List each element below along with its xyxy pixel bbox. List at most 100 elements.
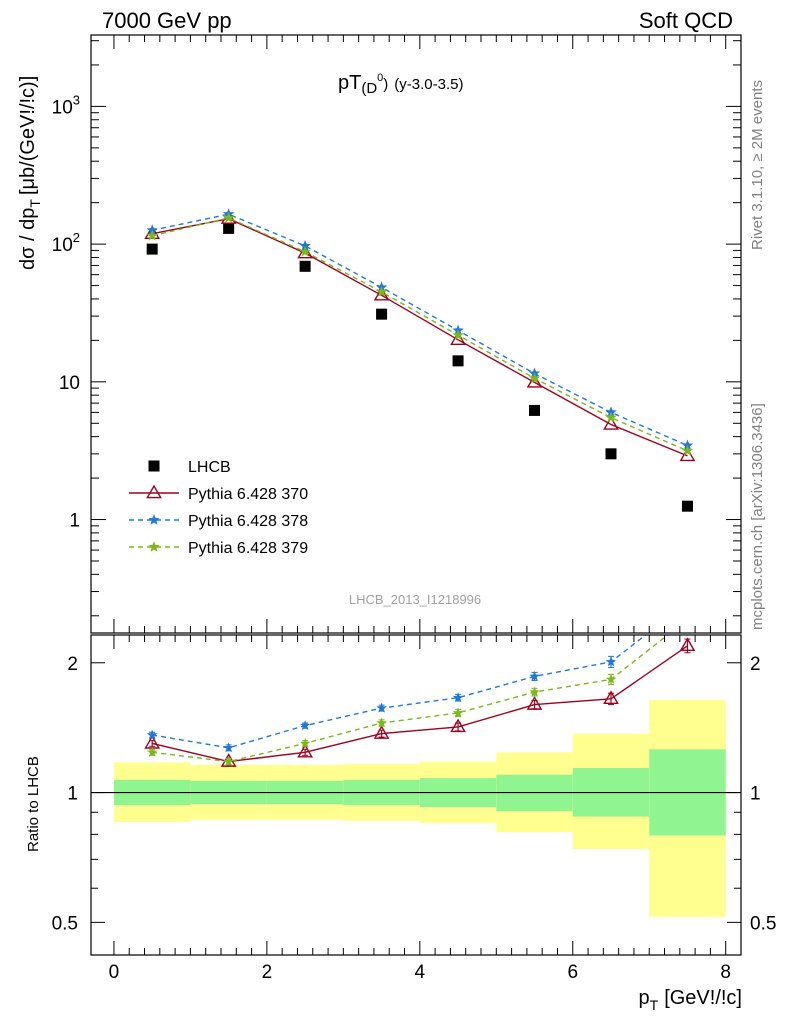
marker-pythia379 bbox=[681, 444, 694, 456]
xlabel: pT [GeV!/!c] bbox=[639, 987, 743, 1013]
marker-pythia370 bbox=[526, 374, 543, 388]
ratio-line-pythia379 bbox=[152, 635, 669, 763]
ratio-marker-pythia379 bbox=[529, 686, 540, 697]
legend-marker-pythia370 bbox=[146, 484, 162, 499]
title-sup: 0 bbox=[377, 72, 383, 84]
lhcb-data-point bbox=[681, 500, 693, 512]
ratio-marker-pythia370 bbox=[526, 696, 543, 710]
upper-ytick-exp: 3 bbox=[73, 92, 80, 107]
ratio-marker-pythia378 bbox=[376, 702, 387, 713]
ratio-marker-pythia379 bbox=[376, 717, 387, 728]
ratio-ytick-label-right: 1 bbox=[750, 784, 761, 805]
upper-ytick-base: 1 bbox=[69, 511, 80, 532]
lhcb-data-point bbox=[605, 448, 617, 460]
ratio-panel: 0.5 0.5 1 1 2 2 0 2 4 6 8 bbox=[52, 597, 776, 983]
marker-pythia370 bbox=[450, 331, 466, 346]
marker-pythia379 bbox=[146, 229, 158, 241]
ratio-marker-pythia378 bbox=[529, 670, 540, 681]
mcplots-source-text: mcplots.cern.ch [arXiv:1306.3436] bbox=[749, 403, 766, 630]
ratio-ytick-label-left: 2 bbox=[67, 654, 78, 675]
marker-pythia379 bbox=[528, 372, 541, 384]
lhcb-data-point bbox=[376, 308, 388, 320]
upper-ytick-base: 10 bbox=[52, 235, 73, 256]
marker-pythia370 bbox=[297, 244, 313, 259]
ratio-marker-pythia378 bbox=[682, 597, 693, 607]
legend-label-pythia378: Pythia 6.428 378 bbox=[188, 513, 308, 530]
lhcb-data-point bbox=[452, 355, 464, 367]
marker-pythia379 bbox=[452, 329, 464, 341]
upper-frame bbox=[90, 34, 742, 634]
upper-ytick-label: 1 bbox=[69, 511, 80, 532]
marker-pythia370 bbox=[603, 416, 619, 430]
ratio-marker-pythia370 bbox=[603, 690, 619, 705]
title-range: (y-3.0-3.5) bbox=[394, 76, 463, 93]
legend-marker-pythia379 bbox=[148, 541, 160, 552]
series-line-pythia370 bbox=[152, 217, 688, 457]
ratio-ytick-label-right: 0.5 bbox=[750, 913, 776, 934]
upper-ytick-label: 10 bbox=[59, 373, 80, 394]
ratio-marker-pythia370 bbox=[679, 637, 696, 652]
xtick-label: 4 bbox=[415, 962, 426, 983]
ratio-marker-pythia378 bbox=[299, 720, 311, 731]
ratio-marker-pythia370 bbox=[373, 725, 390, 739]
series-line-pythia378 bbox=[152, 213, 688, 447]
ratio-marker-pythia379 bbox=[146, 746, 158, 757]
legend-label-data: LHCB bbox=[188, 459, 231, 476]
ratio-marker-pythia378 bbox=[223, 742, 234, 753]
lhcb-data-point bbox=[146, 243, 158, 255]
lhcb-data-point bbox=[223, 222, 235, 234]
upper-ylabel-sub: T bbox=[27, 199, 43, 208]
legend-label-pythia379: Pythia 6.428 379 bbox=[188, 540, 308, 557]
lhcb-data-point bbox=[299, 260, 311, 272]
xlabel-main: p bbox=[639, 987, 650, 1009]
title-main: pT bbox=[338, 72, 361, 94]
title-sub: (D bbox=[361, 80, 377, 97]
ratio-marker-pythia379 bbox=[223, 756, 234, 766]
upper-ytick-base: 10 bbox=[52, 97, 73, 118]
series-line-pythia379 bbox=[152, 217, 688, 452]
lhcb-data-point bbox=[529, 404, 541, 416]
ratio-marker-pythia379 bbox=[605, 673, 617, 684]
analysis-id: LHCB_2013_I1218996 bbox=[349, 592, 481, 607]
marker-pythia370 bbox=[679, 447, 696, 462]
xtick-label: 6 bbox=[567, 962, 578, 983]
upper-ytick-label: 103 bbox=[52, 92, 80, 118]
lower-ylabel: Ratio to LHCB bbox=[25, 756, 42, 852]
ratio-frame bbox=[90, 634, 742, 956]
upper-ylabel: dσ / dpT [μb/(GeV!/!c)] bbox=[17, 76, 43, 270]
ratio-ytick-label-left: 0.5 bbox=[52, 913, 78, 934]
title-close: ) bbox=[383, 76, 388, 93]
ratio-line-pythia370 bbox=[152, 645, 688, 763]
ratio-marker-pythia379 bbox=[452, 707, 464, 718]
ratio-plot-area bbox=[91, 597, 741, 917]
upper-ytick-label: 102 bbox=[52, 230, 80, 256]
upper-ytick-base: 10 bbox=[59, 373, 80, 394]
marker-pythia379 bbox=[222, 211, 235, 223]
ratio-ytick-label-right: 2 bbox=[750, 654, 761, 675]
upper-ylabel-unit: [μb/(GeV!/!c)] bbox=[17, 76, 39, 195]
xtick-label: 0 bbox=[109, 962, 120, 983]
header-right: Soft QCD bbox=[639, 8, 733, 33]
plot-title: pT(D0) (y-3.0-3.5) bbox=[338, 72, 463, 97]
legend-marker-data bbox=[148, 460, 160, 472]
upper-ytick-exp: 2 bbox=[73, 230, 80, 245]
ratio-line-pythia378 bbox=[152, 635, 647, 749]
header-left: 7000 GeV pp bbox=[102, 8, 232, 33]
ratio-marker-pythia370 bbox=[297, 743, 313, 758]
ratio-marker-pythia378 bbox=[452, 692, 464, 703]
xlabel-sub: T bbox=[650, 997, 659, 1013]
marker-pythia378 bbox=[299, 239, 311, 251]
ratio-marker-pythia379 bbox=[682, 614, 693, 624]
upper-plot-area bbox=[144, 208, 696, 512]
ratio-ytick-label-left: 1 bbox=[67, 784, 78, 805]
ratio-marker-pythia378 bbox=[605, 656, 617, 667]
xlabel-unit: [GeV!/!c] bbox=[664, 987, 742, 1009]
upper-ylabel-main: dσ / dp bbox=[17, 208, 39, 270]
marker-pythia379 bbox=[375, 285, 388, 297]
xtick-label: 8 bbox=[720, 962, 731, 983]
ratio-marker-pythia370 bbox=[450, 718, 466, 733]
rivet-version-text: Rivet 3.1.10, ≥ 2M events bbox=[749, 80, 766, 250]
xtick-label: 2 bbox=[262, 962, 273, 983]
